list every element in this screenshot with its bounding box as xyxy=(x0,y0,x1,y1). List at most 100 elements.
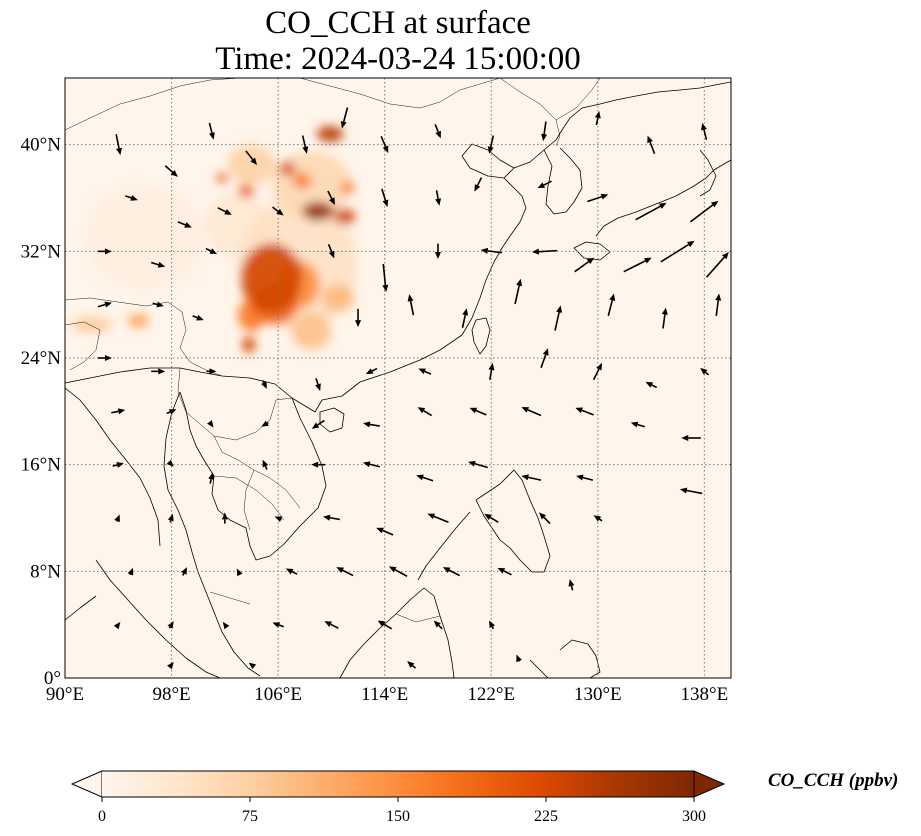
coastline-sumatra xyxy=(65,559,221,678)
concentration-patch xyxy=(84,184,205,292)
wind-arrow xyxy=(217,207,232,215)
border-himalaya xyxy=(65,297,223,377)
wind-arrow xyxy=(469,407,487,416)
concentration-patch xyxy=(216,172,228,184)
coastline-korea xyxy=(543,147,583,215)
wind-arrow xyxy=(285,568,298,575)
wind-arrow xyxy=(112,462,124,468)
wind-arrow xyxy=(661,307,668,329)
longitude-tick-label: 114°E xyxy=(361,684,408,705)
colorbar-tick-label: 0 xyxy=(98,808,106,825)
wind-arrow xyxy=(568,579,575,591)
colorbar-ticks: 0 75 150 225 300 xyxy=(98,797,706,825)
concentration-patch xyxy=(302,202,335,221)
colorbar-under-extension xyxy=(70,770,103,798)
wind-arrow xyxy=(705,252,729,278)
wind-arrow xyxy=(376,527,394,536)
concentration-patch xyxy=(340,180,355,194)
wind-arrow xyxy=(607,293,616,317)
concentration-patch xyxy=(227,144,276,185)
wind-arrow xyxy=(407,294,415,316)
longitude-tick-label: 106°E xyxy=(254,684,302,705)
wind-arrow xyxy=(377,620,393,630)
wind-arrow xyxy=(461,308,469,328)
wind-arrow xyxy=(540,348,549,369)
wind-arrow xyxy=(362,461,380,468)
wind-arrow xyxy=(700,367,710,376)
concentration-patch xyxy=(238,184,255,198)
wind-arrow xyxy=(208,122,215,140)
border-malaysia xyxy=(209,591,441,623)
border-manchuria xyxy=(499,78,601,147)
wind-arrow xyxy=(327,244,335,259)
wind-arrow xyxy=(623,257,652,273)
wind-arrow xyxy=(262,459,269,470)
wind-arrow xyxy=(630,421,645,428)
wind-arrow xyxy=(205,247,218,255)
longitude-tick-label: 90°E xyxy=(46,684,84,705)
latitude-tick-label: 0° xyxy=(44,668,61,689)
axis-ticks: 90°E 98°E 106°E 114°E 122°E 130°E 138°E 0° 8°N 16… xyxy=(21,135,729,705)
latitude-tick-label: 32°N xyxy=(21,241,62,262)
wind-arrow xyxy=(388,566,408,577)
concentration-patch xyxy=(316,126,344,142)
wind-arrow xyxy=(382,263,389,292)
wind-arrow xyxy=(365,367,378,375)
wind-arrow xyxy=(324,621,339,629)
wind-arrow xyxy=(315,378,321,391)
colorbar: 0 75 150 225 300 xyxy=(70,770,726,825)
wind-arrow xyxy=(433,620,443,630)
wind-arrow xyxy=(514,278,523,305)
coastline-mainland xyxy=(65,81,731,413)
wind-arrow xyxy=(592,362,602,381)
colorbar-tick-label: 150 xyxy=(386,808,410,825)
concentration-patch xyxy=(292,172,312,189)
longitude-tick-label: 138°E xyxy=(681,684,729,705)
map-subtitle-time: Time: 2024-03-24 15:00:00 xyxy=(215,41,581,77)
wind-arrow xyxy=(418,368,432,375)
wind-arrow xyxy=(427,513,449,523)
longitude-tick-label: 98°E xyxy=(152,684,190,705)
wind-arrow xyxy=(301,135,309,154)
wind-arrow xyxy=(236,568,243,577)
map-frame xyxy=(64,77,732,679)
wind-arrow xyxy=(435,190,442,206)
wind-arrow xyxy=(362,421,380,428)
colorbar-tick-label: 75 xyxy=(242,808,258,825)
wind-arrow xyxy=(474,177,483,192)
wind-arrow xyxy=(537,180,552,189)
longitude-tick-label: 130°E xyxy=(574,684,622,705)
country-borders xyxy=(65,78,601,623)
wind-arrow xyxy=(468,460,488,469)
latitude-tick-label: 24°N xyxy=(21,348,62,369)
wind-arrow xyxy=(407,661,417,669)
wind-arrow xyxy=(192,314,204,321)
wind-arrow xyxy=(681,435,701,441)
wind-arrow xyxy=(574,257,595,273)
concentration-patch xyxy=(279,162,296,176)
wind-arrow xyxy=(323,514,340,521)
wind-arrow xyxy=(167,661,174,670)
wind-arrow xyxy=(531,248,558,255)
wind-arrow xyxy=(593,515,603,522)
wind-arrow xyxy=(97,301,112,308)
wind-arrow xyxy=(434,124,441,139)
wind-arrow xyxy=(311,461,326,468)
concentration-patch xyxy=(242,336,256,353)
wind-arrow xyxy=(416,474,434,482)
wind-arrow xyxy=(340,107,349,129)
concentration-patch xyxy=(71,316,112,333)
coastline-japan xyxy=(573,149,731,261)
wind-arrow xyxy=(487,135,495,154)
wind-arrow xyxy=(167,621,174,629)
wind-arrow xyxy=(715,293,722,316)
wind-arrow xyxy=(164,165,178,177)
wind-arrow xyxy=(245,150,258,165)
wind-arrow xyxy=(167,513,174,523)
wind-arrow xyxy=(380,135,389,154)
wind-arrow xyxy=(576,474,594,481)
wind-vectors xyxy=(97,107,729,670)
coastline-philippines xyxy=(417,469,551,581)
wind-arrow xyxy=(261,380,267,389)
latitude-tick-label: 8°N xyxy=(30,561,61,582)
